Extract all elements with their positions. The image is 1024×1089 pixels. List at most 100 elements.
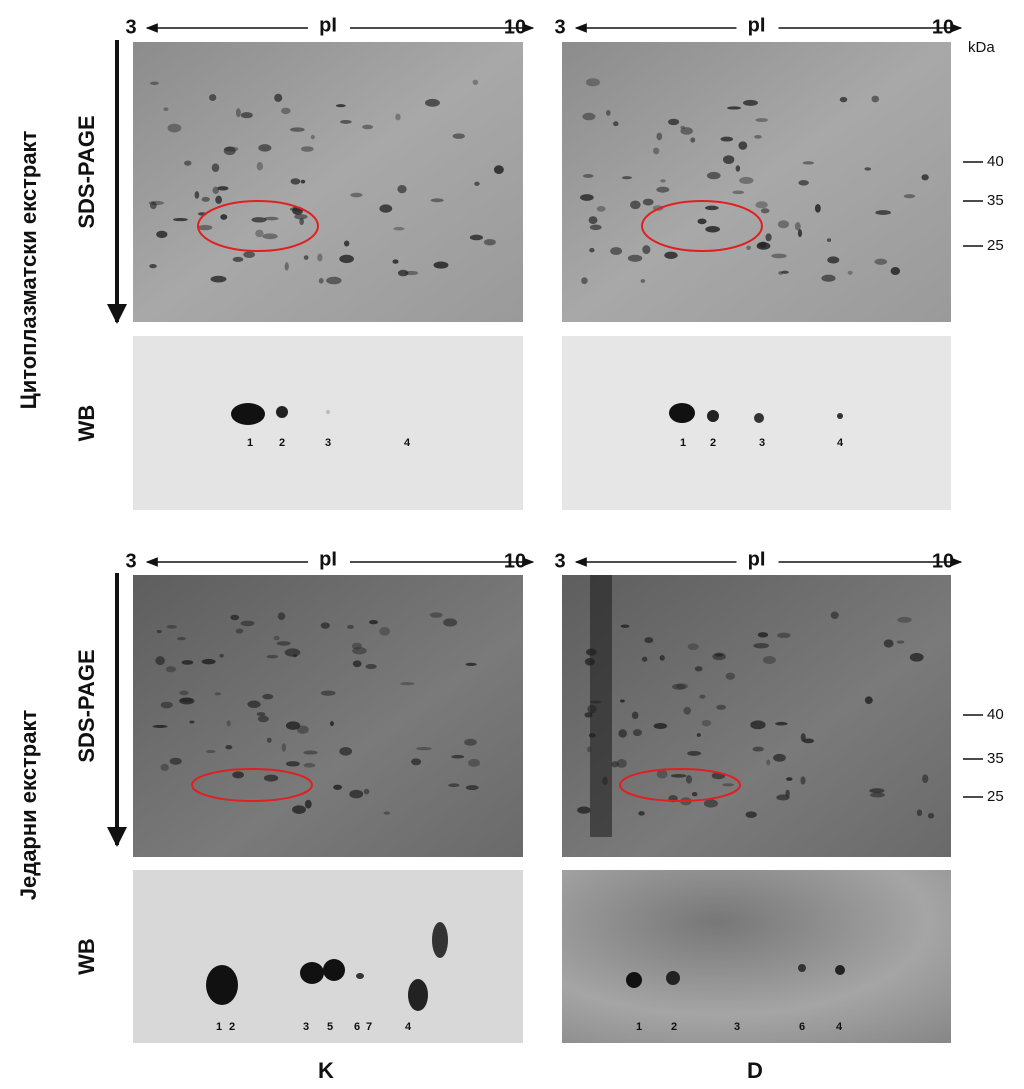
gel-spot [155, 656, 165, 666]
gel-spot [699, 694, 706, 699]
gel-spot [451, 754, 465, 759]
gel-spot [292, 805, 306, 814]
gel-image [133, 575, 523, 857]
gel-spot [580, 194, 594, 201]
gel-spot [266, 737, 272, 743]
gel-spot [304, 799, 312, 809]
gel-spot [800, 776, 806, 785]
gel-spot [326, 276, 342, 285]
gel-spot [871, 95, 880, 103]
gel-spot [493, 165, 504, 174]
gel-spot [656, 186, 670, 193]
gel-spot [777, 220, 790, 229]
blot-spot [231, 403, 265, 425]
region-highlight [197, 200, 319, 252]
gel-spot [232, 256, 244, 262]
gel-spot [148, 200, 164, 206]
kda-unit: kDa [968, 39, 995, 56]
gel-spot [256, 162, 264, 171]
gel-spot [247, 700, 261, 708]
gel-spot [469, 234, 484, 241]
gel-image [562, 42, 951, 322]
gel-spot [235, 628, 244, 634]
gel-spot [181, 660, 194, 665]
gel-image [562, 575, 951, 857]
blot-spot [206, 965, 238, 1005]
gel-spot [400, 682, 415, 686]
gel-spot [611, 761, 619, 768]
gel-spot [472, 79, 479, 85]
gel-spot [320, 622, 330, 629]
gel-spot [156, 230, 168, 239]
gel-spot [263, 774, 279, 782]
gel-spot [352, 647, 367, 655]
gel-spot [217, 186, 229, 191]
blot-image [133, 870, 523, 1043]
spot-label: 2 [279, 437, 285, 449]
gel-spot [149, 201, 157, 210]
gel-spot [691, 791, 698, 797]
gel-spot [339, 120, 352, 124]
gel-spot [696, 733, 701, 737]
gel-spot [468, 758, 480, 767]
gel-spot [284, 262, 289, 271]
pi-label: pI [319, 548, 337, 570]
gel-spot [659, 655, 665, 661]
gel-spot [430, 198, 444, 203]
region-highlight [619, 768, 741, 802]
gel-spot [448, 783, 460, 788]
gel-spot [653, 722, 668, 729]
gel-spot [243, 251, 255, 259]
gel-spot [821, 274, 836, 282]
gel-spot [775, 721, 788, 726]
gel-spot [276, 641, 291, 646]
gel-spot [773, 753, 786, 762]
gel-spot [631, 711, 639, 720]
gel-spot [798, 180, 809, 186]
gel-spot [632, 729, 642, 737]
gel-spot [652, 147, 660, 155]
gel-spot [703, 799, 718, 808]
gel-spot [352, 660, 362, 668]
gel-spot [429, 612, 443, 618]
blot-label: WB [74, 938, 99, 975]
gel-spot [794, 222, 801, 231]
gel-spot [240, 112, 253, 119]
gel-spot [362, 124, 374, 130]
gel-spot [383, 811, 391, 815]
blot-image [562, 336, 951, 510]
gel-spot [230, 614, 240, 621]
blot-spot [356, 973, 364, 979]
gel-spot [290, 127, 305, 132]
pi-low: 3 [125, 550, 136, 572]
blot-spot [798, 964, 806, 972]
gel-spot [240, 620, 255, 627]
gel-spot [393, 226, 405, 231]
spot-label: 3 [325, 437, 331, 449]
spot-label: 4 [837, 437, 844, 449]
blot-spot [408, 979, 428, 1011]
gel-image [133, 42, 523, 322]
gel-spot [802, 738, 815, 744]
gel-spot [697, 218, 707, 225]
gel-spot [706, 171, 721, 180]
blot-image [133, 336, 523, 510]
gel-spot [303, 763, 316, 768]
gel-spot [755, 201, 768, 209]
gel-spot [680, 125, 686, 129]
gel-spot [685, 775, 693, 784]
gel-spot [167, 123, 182, 133]
gel-spot [735, 165, 741, 172]
gel-spot [212, 186, 219, 195]
gel-spot [605, 110, 611, 116]
gel-spot [262, 693, 274, 700]
spot-label: 4 [836, 1021, 843, 1033]
gel-spot [281, 107, 291, 115]
blot-image [562, 870, 951, 1043]
gel-spot [465, 662, 477, 666]
gel-spot [465, 785, 479, 791]
gel-spot [379, 627, 391, 636]
gel-spot [629, 200, 641, 210]
gel-spot [754, 134, 762, 139]
gel-spot [274, 93, 283, 102]
